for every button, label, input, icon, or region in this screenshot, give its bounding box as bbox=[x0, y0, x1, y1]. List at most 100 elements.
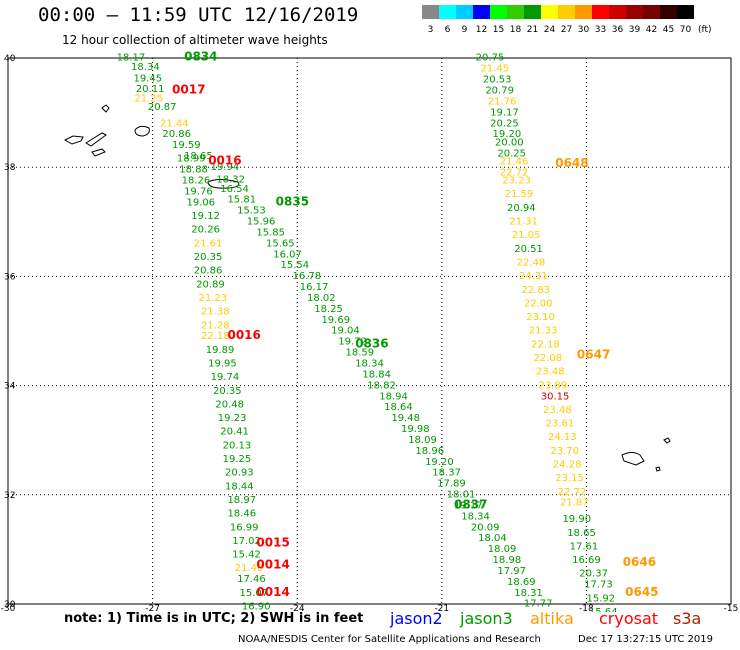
swh-label: 19.74 bbox=[211, 372, 240, 383]
swh-label: 22.08 bbox=[534, 353, 563, 364]
legend-jason3: jason3 bbox=[460, 609, 513, 628]
scale-label: 6 bbox=[445, 25, 451, 35]
swh-label: 18.17 bbox=[117, 53, 146, 64]
color-scale-legend: 3 6 9 12 15 18 21 24 27 30 33 36 39 42 45 70 (ft) bbox=[422, 5, 712, 35]
scale-label: 33 bbox=[595, 25, 606, 35]
pass-time-label: 0647 bbox=[577, 347, 610, 361]
scale-label: 39 bbox=[629, 25, 641, 35]
swh-label: 20.48 bbox=[215, 399, 244, 410]
scale-swatch bbox=[677, 5, 694, 19]
swh-label: 18.64 bbox=[384, 402, 413, 413]
swh-label: 18.44 bbox=[225, 481, 254, 492]
scale-label: 42 bbox=[646, 25, 657, 35]
swh-label: 21.33 bbox=[529, 326, 558, 337]
swh-label: 20.86 bbox=[194, 266, 223, 277]
swh-label: 18.34 bbox=[131, 62, 160, 73]
scale-swatch bbox=[626, 5, 643, 19]
swh-label: 18.84 bbox=[362, 369, 391, 380]
scale-swatch bbox=[575, 5, 592, 19]
swh-label: 19.89 bbox=[206, 345, 235, 356]
swh-label: 20.13 bbox=[223, 440, 252, 451]
swh-label: 19.06 bbox=[186, 197, 215, 208]
swh-label: 16.07 bbox=[273, 249, 302, 260]
y-tick-label: 36 bbox=[4, 272, 16, 282]
swh-label: 22.00 bbox=[524, 298, 553, 309]
y-tick-label: 32 bbox=[4, 491, 15, 501]
swh-label: 15.92 bbox=[587, 593, 616, 604]
swh-label: 19.72 bbox=[338, 337, 367, 348]
swh-label: 19.17 bbox=[490, 107, 519, 118]
swh-label: 21.87 bbox=[560, 498, 589, 509]
pass-time-label: 0014 bbox=[256, 558, 289, 572]
swh-label: 19.59 bbox=[172, 140, 201, 151]
swh-label: 20.75 bbox=[476, 53, 505, 64]
swh-label: 19.69 bbox=[321, 315, 350, 326]
swh-label: 22.72 bbox=[500, 167, 529, 178]
island-outline bbox=[663, 437, 671, 444]
pass-time-label: 0836 bbox=[355, 336, 388, 350]
scale-label: 70 bbox=[680, 25, 692, 35]
scale-swatch bbox=[524, 5, 541, 19]
swh-label: 19.48 bbox=[391, 413, 420, 424]
scale-swatch bbox=[422, 5, 439, 19]
swh-label: 15.96 bbox=[247, 217, 276, 228]
swh-label: 18.98 bbox=[493, 555, 522, 566]
swh-label: 20.41 bbox=[220, 427, 249, 438]
island-outline bbox=[655, 466, 661, 472]
footer-timestamp: Dec 17 13:27:15 UTC 2019 bbox=[578, 634, 713, 645]
swh-label: 20.00 bbox=[495, 137, 524, 148]
swh-label: 20.35 bbox=[194, 252, 223, 263]
pass-time-label: 0648 bbox=[555, 156, 588, 170]
swh-label: 19.04 bbox=[331, 326, 360, 337]
chart-subtitle: 12 hour collection of altimeter wave hei… bbox=[62, 33, 328, 47]
swh-label: 18.34 bbox=[461, 511, 490, 522]
scale-label: 15 bbox=[493, 25, 504, 35]
swh-label: 18.65 bbox=[184, 151, 213, 162]
swh-label: 24.13 bbox=[548, 432, 577, 443]
swh-label: 15.85 bbox=[256, 227, 285, 238]
swh-label: 20.26 bbox=[191, 225, 220, 236]
legend-altika: altika bbox=[530, 609, 574, 628]
swh-label: 19.20 bbox=[425, 457, 454, 468]
swh-label: 18.46 bbox=[227, 509, 256, 520]
island-outline bbox=[207, 179, 240, 189]
swh-label: 15.42 bbox=[232, 550, 261, 561]
swh-label: 19.23 bbox=[218, 413, 247, 424]
scale-label: 9 bbox=[462, 25, 468, 35]
swh-label: 20.94 bbox=[507, 203, 536, 214]
pass-time-label: 0016 bbox=[208, 153, 241, 167]
swh-label: 21.46 bbox=[500, 156, 529, 167]
swh-label: 23.61 bbox=[546, 419, 575, 430]
swh-label: 19.45 bbox=[133, 73, 162, 84]
swh-label: 18.26 bbox=[182, 176, 211, 187]
x-tick-label: -15 bbox=[724, 604, 739, 612]
swh-label: 20.25 bbox=[497, 148, 526, 159]
swh-label: 17.02 bbox=[232, 536, 261, 547]
x-tick-label: -24 bbox=[290, 604, 305, 612]
swh-label: 18.34 bbox=[355, 358, 384, 369]
scale-label: 24 bbox=[544, 25, 556, 35]
swh-label: 19.20 bbox=[493, 129, 522, 140]
swh-label: 23.10 bbox=[526, 312, 555, 323]
swh-label: 17.46 bbox=[237, 574, 266, 585]
chart-title: 00:00 – 11:59 UTC 12/16/2019 bbox=[38, 4, 359, 26]
scale-swatch bbox=[643, 5, 660, 19]
island-outline bbox=[91, 148, 106, 157]
swh-label: 16.99 bbox=[230, 522, 259, 533]
swh-label: 18.65 bbox=[567, 528, 596, 539]
swh-label: 18.96 bbox=[415, 446, 444, 457]
swh-label: 18.02 bbox=[307, 293, 336, 304]
swh-label: 20.53 bbox=[483, 75, 512, 86]
scale-label: 12 bbox=[476, 25, 487, 35]
swh-label: 19.12 bbox=[191, 211, 220, 222]
swh-label: 19.25 bbox=[223, 454, 252, 465]
swh-label: 18.97 bbox=[227, 495, 256, 506]
swh-label: 19.90 bbox=[562, 514, 591, 525]
scale-swatch bbox=[473, 5, 490, 19]
swh-label: 19.94 bbox=[211, 162, 240, 173]
scale-swatch bbox=[541, 5, 558, 19]
scale-label: 30 bbox=[578, 25, 590, 35]
swh-label: 20.89 bbox=[196, 279, 225, 290]
swh-label: 21.45 bbox=[480, 64, 509, 75]
swh-label: 15.81 bbox=[227, 195, 256, 206]
